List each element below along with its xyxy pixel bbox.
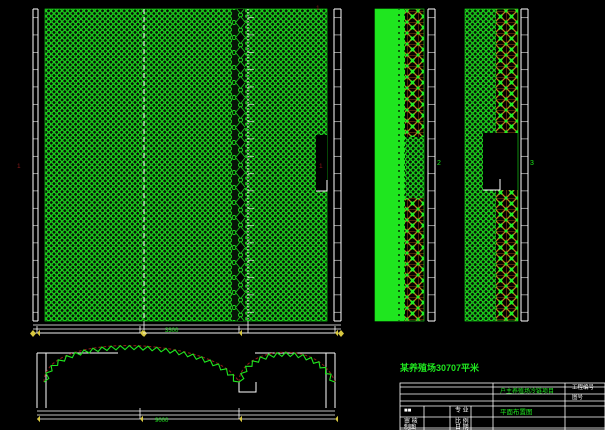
svg-text:日 期: 日 期 — [455, 423, 469, 430]
svg-text:1: 1 — [17, 163, 21, 170]
svg-text:平面布置图: 平面布置图 — [500, 407, 533, 416]
svg-text:户主养殖场冷链项目: 户主养殖场冷链项目 — [500, 387, 554, 395]
svg-text:3300: 3300 — [165, 328, 179, 334]
svg-text:某养殖场30707平米: 某养殖场30707平米 — [400, 362, 480, 373]
svg-text:比 例: 比 例 — [455, 417, 469, 425]
svg-text:专 业: 专 业 — [455, 406, 469, 414]
svg-text:3: 3 — [530, 160, 534, 167]
svg-text:制图: 制图 — [404, 423, 416, 430]
svg-text:1: 1 — [319, 163, 323, 170]
svg-text:■■: ■■ — [404, 408, 412, 414]
svg-text:1: 1 — [316, 5, 320, 12]
svg-text:9000: 9000 — [155, 418, 169, 424]
svg-text:2: 2 — [437, 160, 441, 167]
svg-text:工程编号: 工程编号 — [572, 383, 595, 391]
svg-text:图号: 图号 — [572, 393, 584, 401]
svg-text:审 核: 审 核 — [404, 417, 418, 425]
